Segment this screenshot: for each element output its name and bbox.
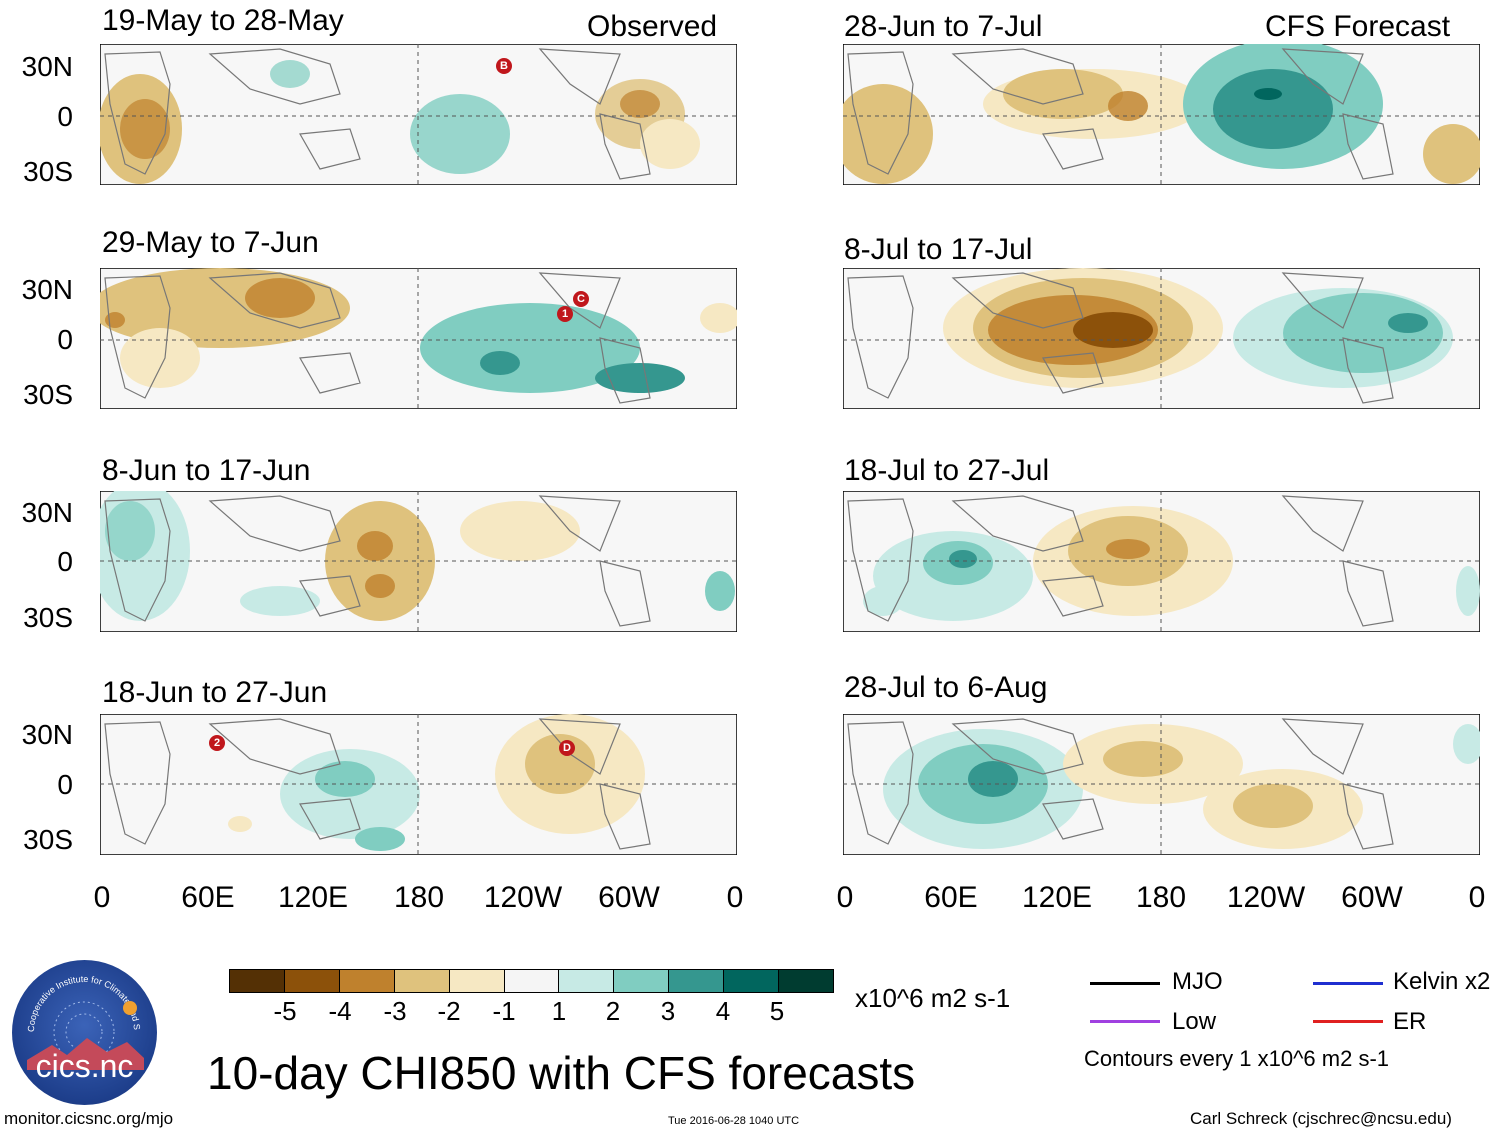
y-tick: 0 xyxy=(57,769,73,800)
y-tick: 30N xyxy=(21,497,73,528)
x-tick: 60W xyxy=(598,881,660,914)
colorbar-strip xyxy=(229,969,834,993)
y-tick: 0 xyxy=(57,101,73,132)
colorbar-label: 4 xyxy=(715,996,731,1026)
x-tick: 0 xyxy=(726,881,744,914)
y-tick: 30N xyxy=(21,719,73,750)
legend-line-low xyxy=(1090,1020,1160,1023)
x-tick: 120E xyxy=(1021,881,1093,914)
panel-title: 28-Jun to 7-Jul xyxy=(844,10,1043,43)
legend-line-mjo xyxy=(1090,982,1160,985)
x-tick: 180 xyxy=(1135,881,1187,914)
y-tick: 30N xyxy=(21,51,73,82)
anomaly-map xyxy=(100,268,737,409)
logo-ring-text: Cooperative Institute for Climate and Sa… xyxy=(12,960,142,1032)
main-title: 10-day CHI850 with CFS forecasts xyxy=(207,1047,916,1099)
colorbar-swatch xyxy=(668,970,724,992)
logo-graphic: Cooperative Institute for Climate and Sa… xyxy=(12,960,144,1070)
marker-2: 2 xyxy=(209,735,225,751)
contour-note: Contours every 1 x10^6 m2 s-1 xyxy=(1084,1046,1390,1071)
anomaly-map xyxy=(843,44,1480,185)
panel-title: 18-Jul to 27-Jul xyxy=(844,454,1050,487)
y-tick: 30S xyxy=(23,824,73,855)
legend-line-kelvin xyxy=(1313,982,1383,985)
colorbar-label: -1 xyxy=(492,996,516,1026)
colorbar-label: -2 xyxy=(437,996,461,1026)
panel-title: 29-May to 7-Jun xyxy=(102,226,319,259)
colorbar-swatch xyxy=(558,970,614,992)
marker-d: D xyxy=(559,740,575,756)
legend-label-low: Low xyxy=(1172,1008,1217,1035)
legend-label-er: ER xyxy=(1393,1008,1427,1035)
y-tick: 30S xyxy=(23,156,73,187)
x-tick: 0 xyxy=(836,881,854,914)
panel-title: 8-Jun to 17-Jun xyxy=(102,454,311,487)
anomaly-map xyxy=(843,268,1480,409)
y-tick: 30S xyxy=(23,602,73,633)
x-tick: 180 xyxy=(393,881,445,914)
panel-title: 8-Jul to 17-Jul xyxy=(844,233,1033,266)
y-tick: 30S xyxy=(23,379,73,410)
colorbar-label: -4 xyxy=(328,996,352,1026)
colorbar-label: 2 xyxy=(605,996,621,1026)
x-tick: 60E xyxy=(181,881,235,914)
colorbar-label: 3 xyxy=(660,996,676,1026)
x-tick: 120W xyxy=(483,881,563,914)
x-tick: 60E xyxy=(924,881,978,914)
cics-logo: Cooperative Institute for Climate and Sa… xyxy=(12,960,157,1105)
logo-text: cics.nc xyxy=(35,1048,134,1084)
anomaly-map xyxy=(100,714,737,855)
colorbar-label: -5 xyxy=(273,996,297,1026)
marker-1: 1 xyxy=(557,306,573,322)
colorbar-label: -3 xyxy=(383,996,407,1026)
footer-url: monitor.cicsnc.org/mjo xyxy=(4,1109,174,1128)
anomaly-map xyxy=(843,491,1480,632)
legend-label-kelvin: Kelvin x2 xyxy=(1393,968,1491,995)
x-tick: 0 xyxy=(1468,881,1486,914)
anomaly-map xyxy=(100,491,737,632)
colorbar-swatch xyxy=(723,970,779,992)
y-tick: 0 xyxy=(57,546,73,577)
colorbar-swatch xyxy=(230,970,284,992)
colorbar-swatch xyxy=(778,970,833,992)
panel-tag-cfs-forecast: CFS Forecast xyxy=(1265,10,1451,43)
x-tick: 120W xyxy=(1226,881,1306,914)
colorbar-swatch xyxy=(338,970,394,992)
legend-line-er xyxy=(1313,1020,1383,1023)
x-tick: 120E xyxy=(277,881,349,914)
panel-tag-observed: Observed xyxy=(587,10,718,43)
colorbar-units: x10^6 m2 s-1 xyxy=(855,983,1011,1013)
footer-author: Carl Schreck (cjschrec@ncsu.edu) xyxy=(1190,1109,1452,1128)
x-tick: 60W xyxy=(1341,881,1403,914)
colorbar-swatch xyxy=(503,970,559,992)
footer-timestamp: Tue 2016-06-28 1040 UTC xyxy=(668,1115,800,1127)
panel-title: 18-Jun to 27-Jun xyxy=(102,676,328,709)
panel-title: 19-May to 28-May xyxy=(102,4,344,37)
colorbar-swatch xyxy=(613,970,669,992)
x-tick: 0 xyxy=(93,881,111,914)
colorbar-swatch xyxy=(393,970,449,992)
marker-c: C xyxy=(573,291,589,307)
anomaly-map xyxy=(100,44,737,185)
anomaly-map xyxy=(843,714,1480,855)
colorbar-label: 5 xyxy=(769,996,785,1026)
legend-label-mjo: MJO xyxy=(1172,968,1223,995)
colorbar-swatch xyxy=(283,970,339,992)
marker-b: B xyxy=(496,58,512,74)
y-tick: 30N xyxy=(21,274,73,305)
y-tick: 0 xyxy=(57,324,73,355)
panel-title: 28-Jul to 6-Aug xyxy=(844,671,1048,704)
colorbar-swatch xyxy=(448,970,504,992)
colorbar-label: 1 xyxy=(551,996,567,1026)
